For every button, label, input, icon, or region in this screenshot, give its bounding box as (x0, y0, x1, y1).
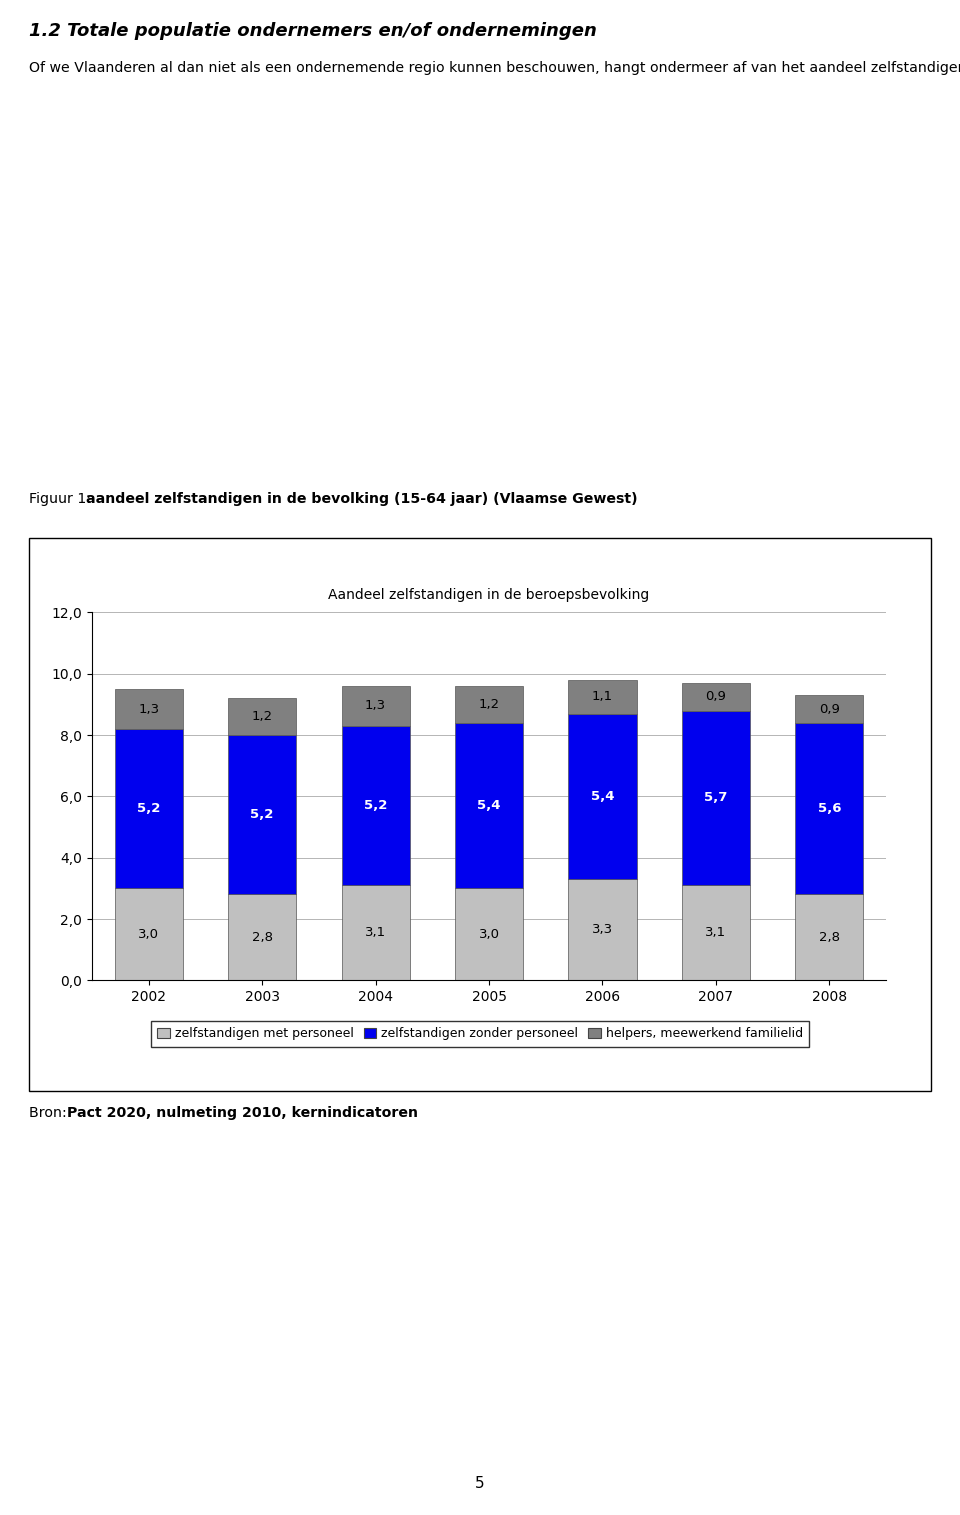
Text: 0,9: 0,9 (819, 703, 840, 715)
Text: 1,3: 1,3 (365, 700, 386, 712)
Bar (795, 723, 863, 894)
Bar (228, 735, 297, 894)
Text: 1,3: 1,3 (138, 703, 159, 715)
Text: 5,2: 5,2 (137, 801, 160, 815)
Text: 1,1: 1,1 (592, 691, 613, 703)
Bar (342, 726, 410, 885)
Text: 3,0: 3,0 (138, 927, 159, 941)
Text: 1,2: 1,2 (478, 698, 499, 711)
Bar (568, 680, 636, 714)
Text: Bron:: Bron: (29, 1106, 71, 1120)
Bar (114, 729, 182, 888)
Bar (455, 723, 523, 888)
Text: Figuur 1:: Figuur 1: (29, 492, 95, 506)
Text: 1,2: 1,2 (252, 711, 273, 723)
Bar (342, 686, 410, 726)
Bar (568, 879, 636, 980)
Text: Of we Vlaanderen al dan niet als een ondernemende regio kunnen beschouwen, hangt: Of we Vlaanderen al dan niet als een ond… (29, 61, 960, 74)
Bar (455, 888, 523, 980)
Text: 5,4: 5,4 (590, 789, 614, 803)
Bar (455, 686, 523, 723)
Text: 3,3: 3,3 (592, 923, 613, 936)
Text: 2,8: 2,8 (819, 930, 840, 944)
Text: 5,4: 5,4 (477, 798, 501, 812)
Text: 3,0: 3,0 (478, 927, 499, 941)
Bar (682, 683, 750, 711)
Bar (682, 711, 750, 885)
Bar (114, 689, 182, 729)
Legend: zelfstandigen met personeel, zelfstandigen zonder personeel, helpers, meewerkend: zelfstandigen met personeel, zelfstandig… (151, 1021, 809, 1047)
Text: 5,2: 5,2 (364, 798, 387, 812)
Text: 5,7: 5,7 (705, 791, 728, 804)
Text: 3,1: 3,1 (706, 926, 727, 939)
Text: 5,6: 5,6 (818, 801, 841, 815)
Bar (228, 698, 297, 735)
Bar (568, 714, 636, 879)
Text: 3,1: 3,1 (365, 926, 386, 939)
Title: Aandeel zelfstandigen in de beroepsbevolking: Aandeel zelfstandigen in de beroepsbevol… (328, 588, 650, 601)
Text: 5,2: 5,2 (251, 809, 274, 821)
Text: 5: 5 (475, 1477, 485, 1491)
Text: 2,8: 2,8 (252, 930, 273, 944)
Bar (228, 894, 297, 980)
Text: 1.2 Totale populatie ondernemers en/of ondernemingen: 1.2 Totale populatie ondernemers en/of o… (29, 23, 597, 39)
Bar (114, 888, 182, 980)
Bar (795, 894, 863, 980)
Bar (795, 695, 863, 723)
Text: aandeel zelfstandigen in de bevolking (15-64 jaar) (Vlaamse Gewest): aandeel zelfstandigen in de bevolking (1… (85, 492, 637, 506)
Text: Pact 2020, nulmeting 2010, kernindicatoren: Pact 2020, nulmeting 2010, kernindicator… (66, 1106, 418, 1120)
Bar (682, 885, 750, 980)
Text: 0,9: 0,9 (706, 691, 727, 703)
Bar (342, 885, 410, 980)
